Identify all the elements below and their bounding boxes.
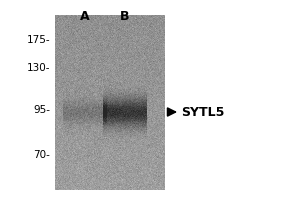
Text: 175-: 175-: [26, 35, 50, 45]
Text: 130-: 130-: [26, 63, 50, 73]
Text: B: B: [120, 10, 130, 23]
Text: 95-: 95-: [33, 105, 50, 115]
Text: 70-: 70-: [33, 150, 50, 160]
Text: SYTL5: SYTL5: [181, 106, 224, 118]
Text: A: A: [80, 10, 90, 23]
